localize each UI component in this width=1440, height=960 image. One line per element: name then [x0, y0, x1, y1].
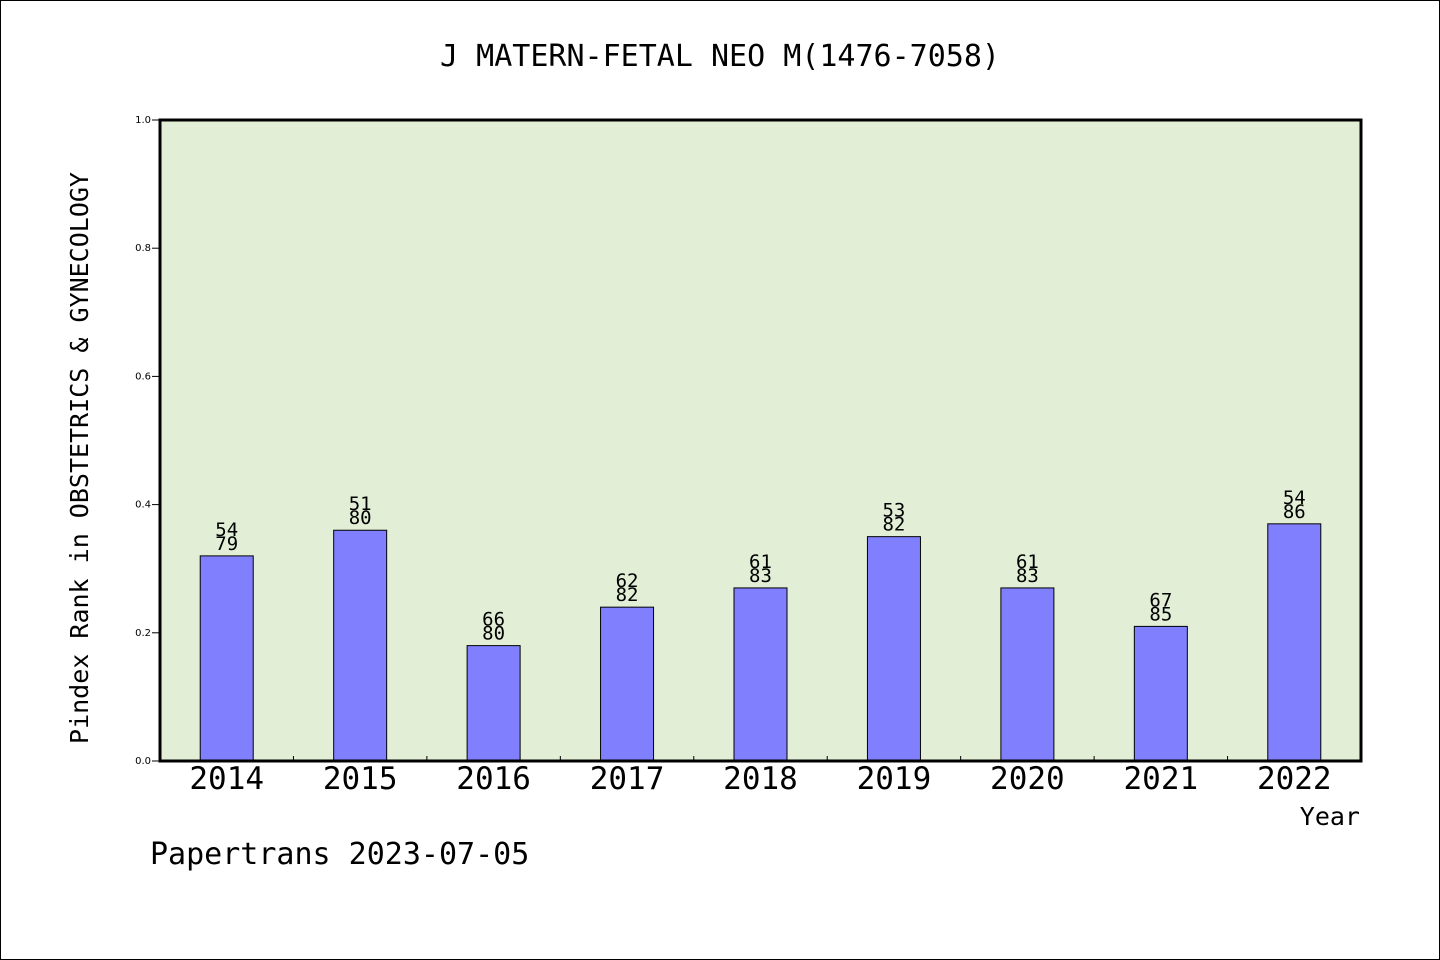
bar-2022 — [1267, 523, 1322, 762]
x-tick-label-2017: 2017 — [590, 761, 665, 797]
x-axis-label: Year — [1300, 802, 1360, 831]
y-axis-label: Pindex Rank in OBSTETRICS & GYNECOLOGY — [65, 172, 94, 744]
bar-label-bottom-2019: 82 — [882, 514, 905, 536]
bar-label-bottom-2022: 86 — [1283, 501, 1306, 523]
x-tick-label-2020: 2020 — [990, 761, 1065, 797]
x-tick-label-2019: 2019 — [857, 761, 932, 797]
plot-border — [158, 118, 1363, 763]
bar-label-top-2020: 61 — [1016, 551, 1039, 573]
y-tick-label-0.8: 0.8 — [135, 243, 151, 254]
y-axis-ticks: 0.0 0.2 0.4 0.6 0.8 1.0 — [135, 115, 160, 767]
bar-label-bottom-2018: 83 — [749, 565, 772, 587]
bar-2021 — [1133, 625, 1188, 762]
x-tick-label-2022: 2022 — [1257, 761, 1332, 797]
x-axis-ticks: 2014 2015 2016 2017 2018 2019 2020 2021 2022 — [189, 756, 1332, 797]
x-tick-label-2014: 2014 — [189, 761, 264, 797]
bar-2014 — [199, 555, 254, 762]
x-tick-label-2018: 2018 — [723, 761, 798, 797]
bar-label-bottom-2021: 85 — [1149, 603, 1172, 625]
bar-2018 — [733, 587, 788, 762]
bar-2019 — [866, 536, 921, 762]
bar-label-top-2018: 61 — [749, 551, 772, 573]
bar-label-top-2022: 54 — [1283, 487, 1306, 509]
y-tick-label-1.0: 1.0 — [135, 115, 151, 126]
bar-label-top-2019: 53 — [882, 500, 905, 522]
bar-2016 — [466, 645, 521, 762]
bar-label-bottom-2016: 80 — [482, 623, 505, 645]
bar-2020 — [1000, 587, 1055, 762]
footer-credit: Papertrans 2023-07-05 — [150, 837, 529, 872]
bar-label-bottom-2020: 83 — [1016, 565, 1039, 587]
x-tick-label-2016: 2016 — [456, 761, 531, 797]
bar-group — [199, 523, 1322, 762]
y-tick-label-0.6: 0.6 — [135, 371, 151, 382]
chart-title: J MATERN-FETAL NEO M(1476-7058) — [440, 39, 1000, 74]
bar-label-bottom-2014: 79 — [215, 533, 238, 555]
bar-label-top-2014: 54 — [215, 519, 238, 541]
x-tick-label-2021: 2021 — [1124, 761, 1199, 797]
y-tick-label-0.0: 0.0 — [135, 756, 151, 767]
y-tick-label-0.2: 0.2 — [135, 628, 151, 639]
bar-label-bottom-2015: 80 — [349, 507, 372, 529]
bar-label-top-2017: 62 — [616, 570, 639, 592]
bar-2015 — [333, 529, 388, 762]
bar-label-bottom-2017: 82 — [616, 584, 639, 606]
bar-label-top-2016: 66 — [482, 609, 505, 631]
x-tick-label-2015: 2015 — [323, 761, 398, 797]
y-tick-label-0.4: 0.4 — [135, 500, 151, 511]
bar-2017 — [600, 606, 655, 762]
bar-label-top-2015: 51 — [349, 493, 372, 515]
bar-label-top-2021: 67 — [1149, 589, 1172, 611]
